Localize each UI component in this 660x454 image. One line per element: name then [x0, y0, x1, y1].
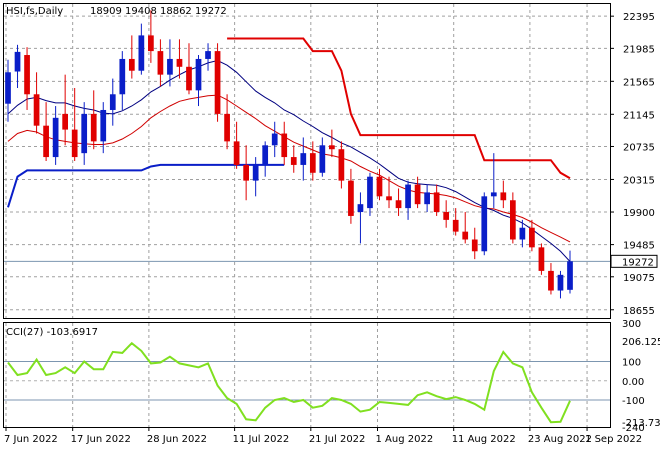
- candle-body: [433, 192, 440, 213]
- candle-body: [62, 113, 69, 130]
- cci-layer: [7, 341, 571, 424]
- candle-body: [329, 145, 335, 150]
- candle-body: [186, 66, 192, 91]
- candle-body: [252, 164, 259, 181]
- current-price-label: 19272: [622, 257, 654, 268]
- candle-body: [214, 51, 221, 114]
- date-tick-label: 28 Jun 2022: [147, 434, 207, 445]
- candle-body: [195, 58, 202, 91]
- candle-body: [509, 200, 516, 240]
- candle-body: [519, 227, 526, 240]
- candle-body: [548, 270, 554, 291]
- candle-body: [14, 51, 21, 72]
- slow-ma-line: [7, 94, 571, 243]
- candle-body: [5, 72, 11, 104]
- candle-body: [500, 192, 507, 201]
- cci-tick-label: -213.739: [622, 418, 660, 429]
- price-tick-label: 19900: [623, 208, 655, 219]
- candle-body: [557, 274, 564, 291]
- candle-body: [271, 133, 278, 146]
- symbol-label: HSI,fs,Daily: [6, 6, 63, 17]
- candle-body: [452, 219, 459, 232]
- price-tick-label: 18655: [623, 306, 655, 317]
- price-tick-label: 21145: [623, 110, 655, 121]
- candle-body: [176, 58, 183, 67]
- date-tick-label: 23 Aug 2022: [528, 434, 592, 445]
- candle-body: [100, 109, 107, 142]
- candle-body: [471, 239, 478, 252]
- date-tick-label: 21 Jul 2022: [309, 434, 366, 445]
- candle-body: [462, 231, 469, 240]
- candle-body: [490, 192, 497, 197]
- candle-body: [338, 149, 345, 181]
- price-tick-label: 19075: [623, 273, 655, 284]
- candle-body: [52, 117, 59, 158]
- candle-body: [128, 58, 135, 71]
- candle-body: [348, 180, 354, 216]
- candle-body: [309, 153, 316, 173]
- candle-body: [81, 113, 88, 154]
- candle-body: [281, 133, 288, 158]
- candle-body: [376, 176, 383, 197]
- candle-body: [386, 196, 392, 201]
- date-tick-label: 17 Jun 2022: [71, 434, 131, 445]
- candle-body: [43, 125, 49, 158]
- cci-tick-label: -100: [622, 396, 645, 407]
- price-tick-label: 19485: [623, 241, 655, 252]
- candle-body: [443, 212, 450, 220]
- candle-body: [33, 94, 40, 126]
- cci-tick-label: 206.1256: [622, 337, 660, 348]
- ohlc-readout: 18909 19408 18862 19272: [90, 6, 227, 17]
- candle-body: [71, 129, 78, 158]
- candle-body: [319, 145, 326, 173]
- cci-tick-label: 300: [622, 319, 641, 330]
- date-tick-label: 11 Jul 2022: [233, 434, 290, 445]
- candle-body: [300, 153, 307, 165]
- candle-body: [109, 94, 116, 110]
- candle-body: [262, 145, 269, 165]
- date-tick-label: 11 Aug 2022: [452, 434, 516, 445]
- candle-body: [205, 51, 211, 59]
- stop-upper-line: [227, 37, 571, 180]
- date-tick-label: 1 Sep 2022: [585, 434, 642, 445]
- cci-tick-label: -240: [622, 423, 645, 434]
- candle-body: [224, 113, 230, 142]
- price-tick-label: 22395: [623, 12, 655, 23]
- candle-body: [233, 141, 240, 165]
- cci-tick-label: 100: [622, 358, 641, 369]
- price-tick-label: 20735: [623, 142, 655, 153]
- candle-body: [157, 51, 164, 75]
- candle-body: [567, 261, 573, 290]
- date-tick-label: 1 Aug 2022: [375, 434, 433, 445]
- candle-body: [414, 184, 421, 205]
- price-tick-label: 21985: [623, 44, 655, 55]
- axis-layer: 22395 21985 21565 21145 20735 20315 19900 19485…: [4, 3, 660, 445]
- candle-body: [367, 176, 373, 209]
- cci-panel-frame: [3, 322, 611, 428]
- price-layer: [5, 10, 573, 299]
- candle-body: [167, 58, 173, 75]
- cci-title: CCI(27) -103.6917: [6, 327, 98, 338]
- candle-body: [424, 192, 430, 205]
- cci-tick-label: 0.00: [622, 377, 644, 388]
- candle-body: [529, 227, 535, 248]
- candle-body: [481, 196, 488, 252]
- candle-body: [138, 35, 145, 71]
- date-tick-label: 7 Jun 2022: [4, 434, 58, 445]
- candle-body: [148, 35, 154, 52]
- candle-body: [24, 55, 30, 95]
- candle-body: [290, 157, 297, 165]
- candle-body: [395, 200, 402, 209]
- price-tick-label: 21565: [623, 77, 655, 88]
- candle-body: [538, 247, 545, 271]
- price-tick-label: 20315: [623, 175, 655, 186]
- candle-body: [90, 113, 97, 142]
- candle-body: [243, 164, 249, 181]
- candle-body: [405, 184, 411, 209]
- candle-body: [119, 58, 126, 95]
- candle-body: [357, 204, 364, 213]
- cci-line: [7, 341, 571, 424]
